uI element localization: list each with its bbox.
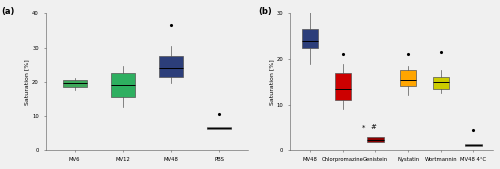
Bar: [208, 127, 232, 129]
Bar: [432, 77, 449, 89]
Bar: [400, 70, 416, 86]
Text: (a): (a): [1, 7, 15, 16]
Bar: [111, 73, 135, 97]
Y-axis label: Saturation [%]: Saturation [%]: [24, 59, 29, 105]
Text: #: #: [371, 124, 376, 130]
Y-axis label: Saturation [%]: Saturation [%]: [269, 59, 274, 105]
Bar: [367, 137, 384, 142]
Bar: [62, 80, 86, 87]
Bar: [466, 144, 481, 147]
Bar: [302, 29, 318, 48]
Text: *: *: [362, 124, 366, 130]
Bar: [334, 73, 351, 100]
Bar: [159, 56, 183, 77]
Text: (b): (b): [258, 7, 272, 16]
